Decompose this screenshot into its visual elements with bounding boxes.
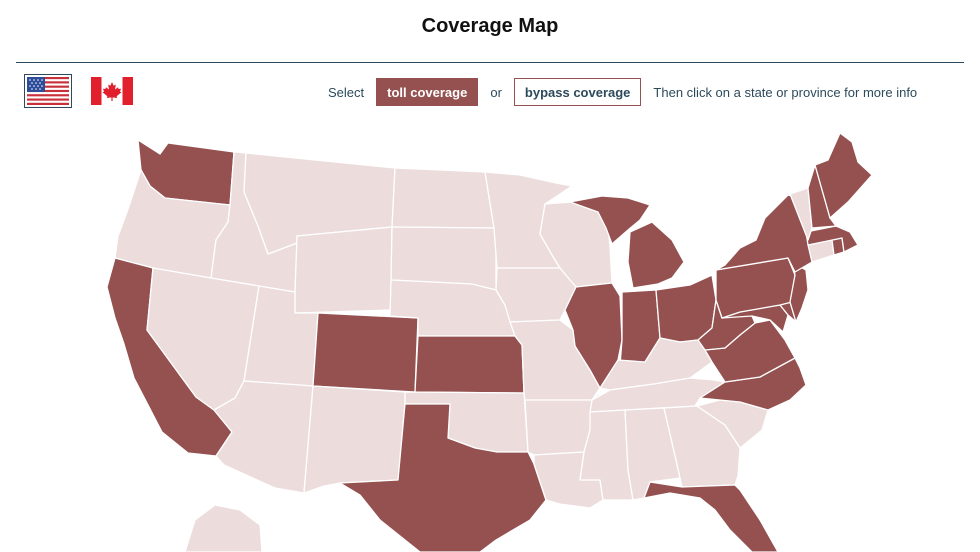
canada-flag-icon	[91, 77, 133, 105]
state-ma[interactable]: Massachusetts	[805, 225, 859, 253]
page-title: Coverage Map	[421, 15, 559, 37]
canada-flag-button[interactable]	[90, 74, 134, 108]
state-me[interactable]: Maine	[814, 132, 873, 219]
state-fl[interactable]: Florida	[643, 481, 779, 552]
state-nh[interactable]: New Hampshire	[807, 164, 837, 229]
us-flag-icon	[27, 77, 69, 105]
toll-coverage-button[interactable]: toll coverage	[376, 78, 479, 106]
state-co[interactable]: Colorado	[312, 312, 419, 393]
state-mi[interactable]: Michigan	[569, 195, 685, 289]
or-label: or	[490, 84, 502, 100]
state-ak[interactable]: Alaska	[184, 504, 263, 552]
instructions-text: Then click on a state or province for mo…	[653, 84, 918, 100]
bypass-coverage-button[interactable]: bypass coverage	[513, 78, 642, 106]
us-coverage-map: WashingtonOregonCaliforniaIdahoNevadaMon…	[106, 132, 873, 552]
title-divider	[16, 62, 964, 63]
state-nj[interactable]: New Jersey	[789, 261, 809, 323]
state-nm[interactable]: New Mexico	[303, 385, 406, 494]
state-tx[interactable]: Texas	[339, 403, 547, 552]
select-label: Select	[328, 84, 365, 100]
state-ks[interactable]: Kansas	[414, 335, 525, 394]
state-ia[interactable]: Iowa	[495, 267, 577, 323]
us-flag-button[interactable]	[24, 74, 72, 108]
state-nd[interactable]: North Dakota	[391, 167, 495, 229]
state-wy[interactable]: Wyoming	[294, 226, 393, 314]
state-mo[interactable]: Missouri	[509, 319, 601, 401]
coverage-toolbar: Select toll coverage or bypass coverage …	[328, 78, 917, 106]
